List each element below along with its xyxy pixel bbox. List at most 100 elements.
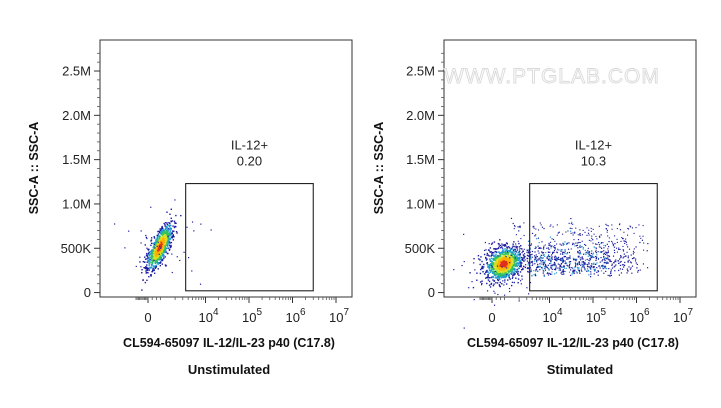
event-dot [159, 252, 162, 254]
event-dot [600, 270, 603, 272]
event-dot [158, 256, 160, 259]
event-dot [511, 273, 513, 275]
event-dot [606, 262, 608, 264]
event-dot [562, 251, 564, 253]
event-dot [495, 262, 497, 264]
event-dot [495, 248, 497, 250]
event-dot [150, 244, 152, 247]
event-dot [554, 244, 556, 247]
event-dot [504, 261, 507, 263]
event-dot [153, 237, 156, 239]
event-dot [577, 267, 579, 269]
event-dot [492, 275, 494, 278]
event-dot [171, 235, 174, 238]
event-dot [503, 257, 506, 260]
event-dot [503, 270, 505, 272]
event-dot [517, 270, 519, 273]
event-dot [604, 253, 607, 255]
event-dot [605, 266, 607, 268]
event-dot [167, 243, 169, 245]
event-dot [508, 254, 510, 257]
event-dot [165, 226, 167, 228]
event-dot [531, 250, 533, 253]
event-dot [546, 256, 548, 258]
event-dot [519, 226, 521, 228]
event-dot [585, 252, 587, 254]
event-dot [626, 251, 628, 253]
event-dot [587, 247, 589, 249]
event-dot [509, 269, 512, 272]
event-dot [161, 235, 164, 238]
event-dot [158, 231, 161, 233]
event-dot [155, 252, 157, 255]
event-dot [611, 267, 614, 269]
event-dot [160, 231, 162, 233]
event-dot [589, 257, 591, 260]
event-dot [170, 217, 172, 220]
event-dot [557, 249, 559, 251]
event-dot [607, 250, 609, 252]
event-dot [584, 262, 586, 264]
event-dot [619, 248, 621, 251]
event-dot [561, 273, 563, 276]
event-dot [562, 261, 565, 263]
event-dot [534, 235, 536, 237]
event-dot [147, 257, 149, 260]
event-dot [630, 262, 632, 264]
event-dot [163, 244, 165, 247]
event-dot [169, 233, 171, 235]
event-dot [495, 251, 498, 254]
event-dot [163, 222, 165, 225]
event-dot [486, 258, 488, 260]
event-dot [503, 263, 505, 265]
event-dot [603, 262, 605, 264]
event-dot [512, 271, 515, 273]
event-dot [582, 247, 585, 249]
event-dot [606, 252, 608, 254]
event-dot [512, 243, 514, 245]
event-dot [515, 243, 517, 245]
event-dot [495, 251, 498, 253]
event-dot [497, 268, 499, 270]
event-dot [148, 258, 150, 261]
event-dot [159, 261, 162, 263]
event-dot [504, 273, 506, 275]
event-dot [501, 261, 504, 264]
event-dot [169, 245, 171, 248]
event-dot [563, 251, 565, 254]
event-dot [156, 241, 159, 243]
event-dot [550, 267, 552, 269]
event-dot [514, 260, 516, 263]
event-dot [615, 259, 617, 261]
event-dot [564, 255, 567, 258]
event-dot [511, 269, 513, 271]
event-dot [500, 269, 502, 271]
event-dot [500, 252, 502, 254]
event-dot [567, 258, 569, 260]
event-dot [578, 263, 581, 265]
event-dot [518, 274, 520, 276]
event-dot [518, 230, 520, 232]
event-dot [502, 249, 505, 251]
event-dot [616, 247, 618, 249]
event-dot [156, 260, 158, 262]
event-dot [148, 251, 150, 253]
event-dot [186, 226, 188, 228]
event-dot [562, 233, 564, 235]
event-dot [527, 252, 530, 254]
event-dot [156, 236, 159, 238]
event-dot [499, 255, 501, 257]
event-dot [160, 243, 163, 246]
event-dot [562, 259, 565, 262]
event-dot [510, 267, 512, 269]
event-dot [557, 232, 559, 234]
event-dot [542, 254, 544, 256]
event-dot [488, 265, 491, 267]
event-dot [573, 239, 575, 241]
event-dot [595, 259, 597, 262]
event-dot [152, 250, 155, 252]
event-dot [492, 258, 494, 260]
event-dot [161, 263, 164, 265]
event-dot [515, 264, 518, 266]
event-dot [502, 276, 505, 279]
